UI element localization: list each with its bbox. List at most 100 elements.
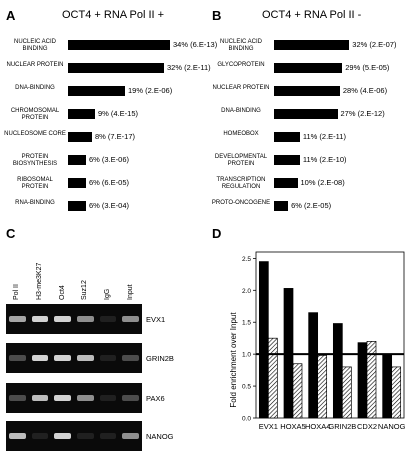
gel-band — [77, 316, 94, 322]
x-tick-label: HOXA4 — [305, 422, 330, 431]
bar-value-label: 11% (2.E-10) — [302, 155, 347, 164]
gel-band — [99, 316, 117, 322]
category-label: TRANSCRIPTION REGULATION — [216, 177, 266, 190]
bar — [283, 288, 294, 419]
gel-row-label: EVX1 — [146, 315, 166, 324]
bar — [332, 323, 343, 419]
bar — [274, 63, 343, 73]
category-label: PROTEIN BIOSYNTHESIS — [12, 154, 58, 167]
y-tick-label: 1.5 — [242, 320, 251, 327]
category-label: RIBOSOMAL PROTEIN — [17, 177, 53, 190]
bar — [274, 86, 340, 96]
gel-band — [9, 395, 26, 401]
bar — [274, 178, 298, 188]
bar — [258, 261, 269, 419]
gel-band — [99, 433, 117, 439]
gel-band — [77, 395, 94, 401]
gel-band — [31, 316, 49, 322]
gel-lane-label: H3-me3K27 — [36, 262, 43, 300]
bar — [274, 201, 289, 211]
panel-d-ylabel: Fold enrichment over Input — [229, 312, 238, 408]
bar-value-label: 9% (4.E-15) — [98, 109, 139, 118]
bar-value-label: 6% (3.E-06) — [89, 155, 130, 164]
bar — [274, 40, 350, 50]
bar — [317, 355, 328, 419]
gel-band — [31, 395, 49, 401]
bar-value-label: 10% (2.E-08) — [300, 178, 345, 187]
bar-value-label: 34% (6.E-13) — [173, 40, 218, 49]
bar — [267, 337, 278, 419]
category-label: CHROMOSOMAL PROTEIN — [10, 108, 60, 121]
x-tick-label: CDX2 — [357, 422, 377, 431]
bar — [68, 40, 170, 50]
gel-band — [31, 355, 49, 361]
category-label: HOMEOBOX — [223, 131, 259, 137]
bar — [68, 86, 125, 96]
bar — [357, 342, 368, 419]
category-label: NUCLEIC ACID BINDING — [13, 39, 56, 52]
bar-value-label: 19% (2.E-06) — [128, 86, 173, 95]
gel-band — [54, 395, 71, 401]
panel-b-title: OCT4 + RNA Pol II - — [262, 9, 362, 21]
gel-band — [99, 355, 117, 361]
bar — [68, 109, 95, 119]
gel-band — [122, 395, 139, 401]
gel-band — [122, 355, 139, 361]
bar — [382, 353, 393, 419]
panel-letter-a: A — [6, 8, 16, 23]
bar — [274, 132, 300, 142]
bar — [274, 155, 300, 165]
gel-row-label: PAX6 — [146, 394, 165, 403]
gel-strip — [6, 343, 142, 373]
category-label: GLYCOPROTEIN — [217, 62, 265, 68]
y-tick-label: 2.0 — [242, 288, 251, 295]
category-label: PROTO-ONCOGENE — [211, 200, 271, 206]
plot-frame — [255, 251, 405, 419]
gel-band — [122, 316, 139, 322]
gel-lane-label: Oct4 — [58, 285, 66, 300]
category-label: DEVELOPMENTAL PROTEIN — [214, 154, 268, 167]
bar-value-label: 27% (2.E-12) — [340, 109, 385, 118]
panel-a-title: OCT4 + RNA Pol II + — [62, 9, 165, 21]
bar-value-label: 11% (2.E-11) — [302, 132, 346, 141]
panel-letter-c: C — [6, 226, 16, 241]
bar — [391, 366, 402, 419]
y-tick-label: 0.5 — [242, 384, 251, 391]
gel-row-label: NANOG — [146, 432, 174, 441]
category-label: NUCLEAR PROTEIN — [212, 85, 270, 91]
bar — [341, 366, 352, 419]
category-label: NUCLEIC ACID BINDING — [219, 39, 262, 52]
category-label: RNA-BINDING — [15, 200, 55, 206]
gel-band — [54, 355, 71, 361]
gel-lane-label: Suz12 — [81, 280, 89, 300]
gel-row-label: GRIN2B — [146, 354, 174, 363]
category-label: NUCLEAR PROTEIN — [6, 62, 64, 68]
gel-strip — [6, 304, 142, 334]
gel-strip — [6, 383, 142, 413]
category-label: DNA-BINDING — [221, 108, 261, 114]
bar — [68, 132, 92, 142]
gel-band — [54, 316, 71, 322]
gel-band — [9, 433, 26, 439]
panel-letter-b: B — [212, 8, 222, 23]
bar-value-label: 6% (3.E-04) — [89, 201, 130, 210]
gel-band — [31, 433, 49, 439]
gel-band — [122, 433, 139, 439]
bar — [68, 201, 86, 211]
y-tick-label: 1.0 — [242, 352, 251, 359]
bar — [292, 363, 303, 419]
category-label: NUCLEOSOME CORE — [4, 131, 66, 137]
x-tick-label: EVX1 — [259, 422, 278, 431]
bar-value-label: 32% (2.E-07) — [352, 40, 397, 49]
bar — [274, 109, 338, 119]
bar-value-label: 32% (2.E-11) — [167, 63, 211, 72]
y-tick-label: 2.5 — [242, 256, 251, 263]
x-tick-label: NANOG — [378, 422, 406, 431]
gel-band — [9, 316, 26, 322]
bar-value-label: 6% (6.E-05) — [89, 178, 130, 187]
gel-lane-label: IgG — [104, 288, 111, 300]
bar-value-label: 6% (2.E-05) — [291, 201, 332, 210]
x-tick-label: GRIN2B — [328, 422, 356, 431]
gel-band — [54, 433, 71, 439]
gel-band — [99, 395, 117, 401]
